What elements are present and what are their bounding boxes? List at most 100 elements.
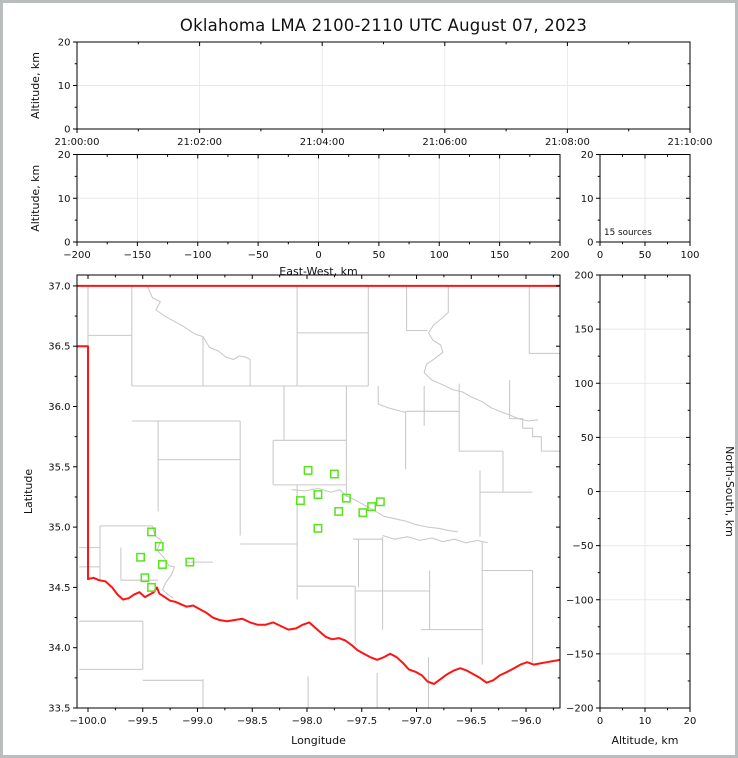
tick-label: 35.5 <box>48 462 70 473</box>
tick-label: −200 <box>63 250 90 261</box>
tick-label: 0 <box>597 250 603 261</box>
ns_height-panel: 0 10 20 200 150 100 50 0 −50 −100 −150 −200 North-So… <box>566 271 736 748</box>
tick-label: −99.5 <box>127 716 158 727</box>
county-boundary-line <box>458 383 503 452</box>
station-marker <box>185 557 195 567</box>
source-count-annotation: 15 sources <box>604 228 652 238</box>
tick-label: 100 <box>430 250 449 261</box>
county-boundary-line <box>406 285 428 332</box>
station-marker <box>158 560 167 569</box>
ew_height-xlabel: East-West, km <box>279 265 357 278</box>
county-boundary-line <box>146 285 251 361</box>
tick-label: 21:10:00 <box>668 137 713 148</box>
tick-label: 20 <box>58 150 71 161</box>
tick-label: 50 <box>639 250 652 261</box>
station-marker <box>154 541 164 551</box>
tick-label: 200 <box>574 271 593 282</box>
county-boundary-line <box>152 525 176 599</box>
tick-label: 34.0 <box>48 643 70 654</box>
tick-label: 150 <box>490 250 509 261</box>
plan_map-panel: −100.0 −99.5 −99.0 −98.5 −98.0 −97.5 −97.0 −96.… <box>22 274 561 747</box>
tick-label: −150 <box>566 649 593 660</box>
map-layers <box>77 284 560 708</box>
tick-label: 21:06:00 <box>422 137 467 148</box>
station-marker <box>140 573 150 583</box>
tick-label: −100.0 <box>69 716 106 727</box>
county-boundary-line <box>382 534 488 544</box>
tick-label: −100 <box>184 250 211 261</box>
tick-label: 50 <box>581 433 594 444</box>
tick-label: 20 <box>684 716 697 727</box>
tick-label: 20 <box>581 150 594 161</box>
station-marker <box>334 506 344 516</box>
station-marker <box>367 502 377 512</box>
tick-label: −200 <box>566 704 593 715</box>
tick-label: −98.5 <box>237 716 268 727</box>
station-marker <box>295 496 305 506</box>
tick-label: −97.0 <box>401 716 432 727</box>
county-boundary-line <box>378 403 406 414</box>
station-marker <box>313 490 323 499</box>
tick-label: 20 <box>58 38 71 49</box>
station-marker <box>329 469 339 479</box>
ns_height-ylabel: North-South, km <box>723 446 736 537</box>
station-marker <box>136 552 146 562</box>
panel-frame <box>76 274 561 709</box>
tick-label: 150 <box>574 325 593 336</box>
tick-label: −50 <box>572 541 593 552</box>
tick-label: −97.5 <box>346 716 377 727</box>
station-marker <box>147 582 156 592</box>
ew_height-panel: −200 −150 −100 −50 0 50 100 150 200 0 10 20 Altitude… <box>29 150 570 278</box>
tick-label: −150 <box>124 250 151 261</box>
station-marker <box>358 508 368 518</box>
tick-label: −50 <box>248 250 269 261</box>
figure-title: Oklahoma LMA 2100-2110 UTC August 07, 20… <box>179 16 588 35</box>
tick-label: 0 <box>587 238 593 249</box>
tick-label: −96.5 <box>456 716 487 727</box>
county-boundary-line <box>528 285 560 354</box>
tick-label: 33.5 <box>48 704 70 715</box>
plan_map-xlabel: Longitude <box>291 734 346 747</box>
station-marker <box>375 497 385 507</box>
station-marker <box>341 493 351 503</box>
time_height-panel: 21:00:00 21:02:00 21:04:00 21:06:00 21:08:00… <box>29 38 712 149</box>
tick-label: 0 <box>587 487 593 498</box>
tick-label: 36.0 <box>48 402 70 413</box>
tick-label: 21:04:00 <box>300 137 345 148</box>
station-marker <box>147 527 156 537</box>
tick-label: 0 <box>597 716 603 727</box>
tick-label: −100 <box>566 595 593 606</box>
tick-label: 35.0 <box>48 523 70 534</box>
tick-label: 200 <box>550 250 569 261</box>
tick-label: 0 <box>64 238 70 249</box>
tick-label: −99.0 <box>182 716 213 727</box>
tick-label: 10 <box>58 194 71 205</box>
tick-label: 34.5 <box>48 583 70 594</box>
station-marker <box>313 523 323 533</box>
tick-label: 10 <box>581 194 594 205</box>
lma-figure-canvas: 21:00:00 21:02:00 21:04:00 21:06:00 21:08:00… <box>22 38 736 748</box>
source_histogram-panel: 0 50 100 0 10 20 15 sources <box>581 150 700 261</box>
tick-label: −98.0 <box>292 716 323 727</box>
plan_map-ylabel: Latitude <box>22 469 35 515</box>
tick-label: 21:02:00 <box>177 137 222 148</box>
tick-label: 10 <box>639 716 652 727</box>
tick-label: 100 <box>574 379 593 390</box>
ns_height-xlabel: Altitude, km <box>611 734 678 747</box>
tick-label: 37.0 <box>48 281 70 292</box>
county-boundary-line <box>423 312 539 422</box>
tick-label: 50 <box>373 250 386 261</box>
tick-label: 36.5 <box>48 342 70 353</box>
state-border-line <box>77 345 89 580</box>
state-border-line <box>87 576 560 685</box>
tick-label: −96.0 <box>511 716 542 727</box>
station-marker <box>303 465 313 475</box>
time_height-ylabel: Altitude, km <box>29 52 42 119</box>
county-boundary-line <box>509 380 560 452</box>
tick-label: 0 <box>315 250 321 261</box>
tick-label: 100 <box>680 250 699 261</box>
tick-label: 21:08:00 <box>545 137 590 148</box>
tick-label: 21:00:00 <box>55 137 100 148</box>
ew_height-ylabel: Altitude, km <box>29 165 42 232</box>
